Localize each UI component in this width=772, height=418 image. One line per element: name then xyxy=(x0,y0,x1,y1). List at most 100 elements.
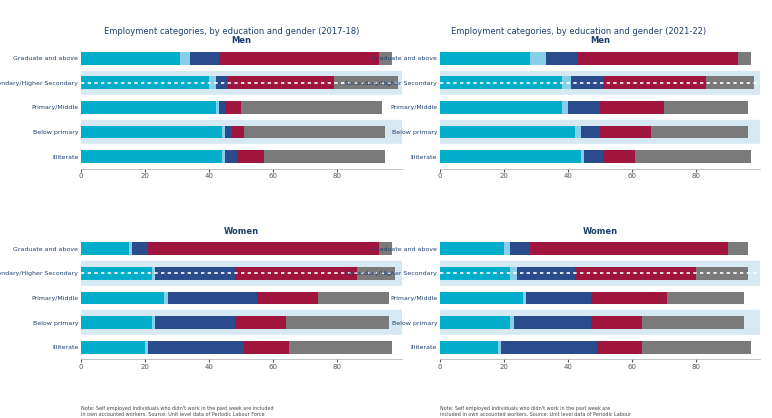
Bar xyxy=(510,316,513,329)
Bar xyxy=(574,126,581,138)
Bar xyxy=(577,52,738,65)
Bar xyxy=(81,267,151,280)
Bar xyxy=(597,341,642,354)
Bar xyxy=(440,95,760,120)
Bar xyxy=(215,76,229,89)
Bar xyxy=(635,150,751,163)
Bar xyxy=(235,267,357,280)
Bar xyxy=(440,126,574,138)
Bar xyxy=(81,150,222,163)
Bar xyxy=(510,242,530,255)
Bar xyxy=(440,267,510,280)
Bar xyxy=(668,292,744,304)
Bar xyxy=(81,341,145,354)
Bar xyxy=(225,126,232,138)
Bar xyxy=(286,316,388,329)
Bar xyxy=(245,341,290,354)
Title: Women: Women xyxy=(224,227,259,236)
Bar xyxy=(642,316,744,329)
Bar xyxy=(225,101,242,114)
Bar xyxy=(530,242,728,255)
Bar xyxy=(225,150,238,163)
Bar xyxy=(215,101,218,114)
Bar xyxy=(440,52,530,65)
Bar xyxy=(440,46,760,71)
Bar xyxy=(151,316,154,329)
Text: Employment categories, by education and gender (2017-18): Employment categories, by education and … xyxy=(104,27,359,36)
Bar xyxy=(591,292,668,304)
Bar xyxy=(498,341,501,354)
Bar xyxy=(440,76,562,89)
Bar xyxy=(235,316,286,329)
Bar xyxy=(440,144,760,169)
Bar xyxy=(574,267,696,280)
Bar xyxy=(600,101,664,114)
Text: Note: Self employed individuals who didn't work in the past week are
included in: Note: Self employed individuals who didn… xyxy=(440,406,631,417)
Bar xyxy=(81,95,401,120)
Bar xyxy=(181,52,190,65)
Bar xyxy=(440,316,510,329)
Text: Employment categories, by education and gender (2021-22): Employment categories, by education and … xyxy=(452,27,706,36)
Bar xyxy=(290,341,392,354)
Bar xyxy=(81,120,401,144)
Bar xyxy=(600,126,652,138)
Title: Men: Men xyxy=(232,36,252,45)
Bar xyxy=(562,101,568,114)
Bar xyxy=(81,76,209,89)
Bar xyxy=(440,341,498,354)
Bar xyxy=(379,242,392,255)
Bar xyxy=(334,76,398,89)
Bar xyxy=(81,261,401,286)
Bar xyxy=(440,101,562,114)
Bar xyxy=(523,292,527,304)
Bar xyxy=(440,120,760,144)
Bar xyxy=(581,126,600,138)
Bar xyxy=(148,341,245,354)
Bar xyxy=(664,101,747,114)
Bar xyxy=(318,292,388,304)
Text: Note: Self employed individuals who didn't work in the past week are included
in: Note: Self employed individuals who didn… xyxy=(81,406,274,417)
Bar xyxy=(132,242,148,255)
Bar xyxy=(218,101,225,114)
Bar xyxy=(145,341,148,354)
Bar xyxy=(568,101,600,114)
Bar xyxy=(264,150,385,163)
Bar xyxy=(218,52,379,65)
Bar xyxy=(222,150,225,163)
Bar xyxy=(81,335,401,359)
Bar xyxy=(379,52,392,65)
Bar xyxy=(642,341,751,354)
Bar xyxy=(129,242,132,255)
Bar xyxy=(81,292,164,304)
Bar xyxy=(154,316,235,329)
Title: Men: Men xyxy=(590,36,610,45)
Bar xyxy=(584,150,604,163)
Bar xyxy=(190,52,218,65)
Bar xyxy=(154,267,235,280)
Bar xyxy=(245,126,385,138)
Bar xyxy=(530,52,546,65)
Bar xyxy=(81,310,401,335)
Bar xyxy=(440,310,760,335)
Bar xyxy=(164,292,168,304)
Bar xyxy=(232,126,245,138)
Bar xyxy=(229,76,334,89)
Bar xyxy=(527,292,591,304)
Bar xyxy=(238,150,264,163)
Bar xyxy=(81,52,181,65)
Bar xyxy=(81,46,401,71)
Title: Women: Women xyxy=(583,227,618,236)
Bar xyxy=(440,150,581,163)
Legend: Self Employed: Own Account Worker : 39.7%, Self Employed: Employer : 2.5%, Self : Self Employed: Own Account Worker : 39.7… xyxy=(442,96,575,139)
Bar xyxy=(81,242,129,255)
Bar xyxy=(728,242,747,255)
Bar xyxy=(151,267,154,280)
Bar xyxy=(440,242,504,255)
Bar xyxy=(604,76,706,89)
Bar xyxy=(168,292,257,304)
Bar xyxy=(81,316,151,329)
Bar xyxy=(81,144,401,169)
Bar xyxy=(571,76,604,89)
Bar xyxy=(81,126,222,138)
Bar xyxy=(504,242,510,255)
